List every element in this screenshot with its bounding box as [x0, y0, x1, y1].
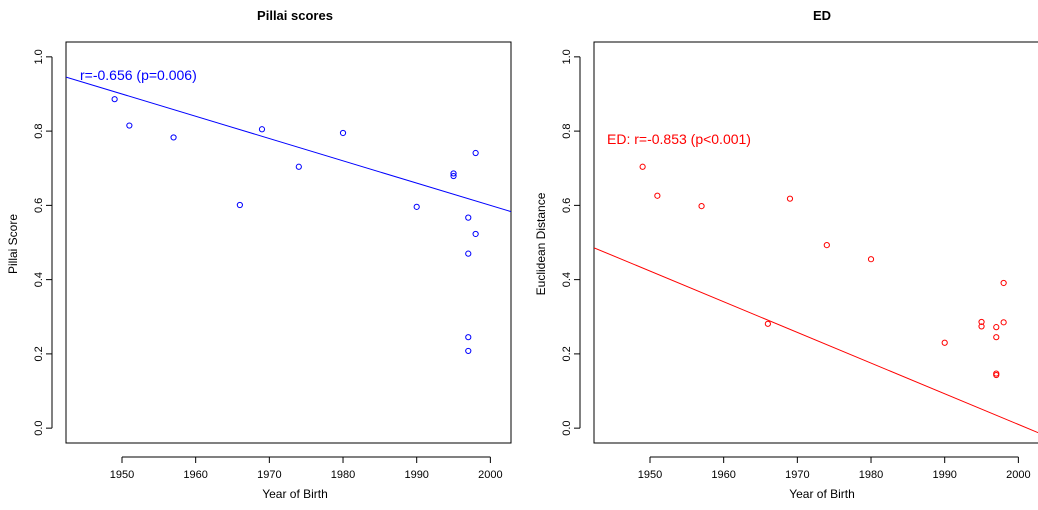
x-tick-label: 1980: [859, 469, 883, 481]
data-point: [413, 203, 420, 210]
y-axis-label: Euclidean Distance: [534, 192, 548, 295]
data-point: [465, 250, 472, 257]
x-axis-label: Year of Birth: [789, 487, 855, 501]
y-tick-label: 0.8: [561, 123, 573, 138]
x-tick-label: 1990: [932, 469, 956, 481]
data-point: [465, 347, 472, 355]
data-point: [450, 172, 457, 180]
data-point: [867, 256, 875, 263]
data-point: [1000, 279, 1007, 287]
data-point: [786, 195, 794, 202]
data-point: [465, 214, 472, 221]
pillai-panel: Pillai scores Year of Birth Pillai Score…: [6, 8, 512, 501]
y-tick-label: 0.0: [33, 420, 45, 435]
data-point: [823, 241, 830, 249]
data-point: [465, 334, 472, 341]
data-point: [472, 230, 479, 238]
data-point: [698, 203, 705, 210]
x-tick-label: 1970: [785, 469, 809, 481]
x-tick-label: 1980: [331, 469, 355, 481]
data-point: [472, 149, 479, 157]
data-point: [654, 192, 661, 199]
y-tick-label: 1.0: [33, 49, 45, 64]
y-tick-label: 1.0: [561, 49, 573, 64]
y-tick-label: 0.8: [33, 123, 45, 138]
data-point: [111, 96, 118, 103]
y-tick-label: 0.2: [561, 346, 573, 361]
y-tick-label: 0.4: [561, 272, 573, 287]
x-tick-label: 1950: [638, 469, 662, 481]
x-tick-label: 2000: [478, 469, 502, 481]
data-point: [450, 170, 457, 177]
data-point: [941, 339, 948, 346]
y-tick-label: 0.4: [33, 272, 45, 287]
plot-frame: [65, 41, 512, 444]
y-axis-label: Pillai Score: [6, 214, 20, 274]
x-axis-label: Year of Birth: [262, 487, 328, 501]
x-tick-label: 1950: [110, 469, 134, 481]
data-point: [978, 318, 985, 326]
data-point: [1000, 319, 1007, 326]
data-point: [339, 129, 347, 137]
y-tick-label: 0.6: [33, 198, 45, 213]
data-point: [639, 163, 646, 170]
data-point: [978, 323, 985, 330]
data-point: [993, 334, 1000, 341]
x-tick-label: 2000: [1006, 469, 1030, 481]
data-point: [126, 122, 133, 129]
data-point: [236, 201, 243, 209]
plot-frame: [593, 41, 1038, 444]
x-tick-label: 1960: [183, 469, 207, 481]
regression-line: [594, 247, 1038, 434]
data-point: [258, 126, 266, 133]
y-tick-label: 0.0: [561, 420, 573, 435]
data-point: [295, 163, 302, 170]
data-point: [170, 134, 177, 141]
x-tick-label: 1990: [404, 469, 428, 481]
y-tick-label: 0.2: [33, 346, 45, 361]
x-tick-label: 1970: [257, 469, 281, 481]
data-point: [764, 320, 771, 327]
correlation-annotation: ED: r=-0.853 (p<0.001): [607, 131, 751, 147]
x-tick-label: 1960: [711, 469, 735, 481]
chart-title: Pillai scores: [257, 8, 333, 23]
correlation-annotation: r=-0.656 (p=0.006): [80, 67, 197, 83]
chart-title: ED: [813, 8, 831, 23]
data-point: [993, 371, 1000, 379]
regression-line: [66, 76, 511, 213]
ed-panel: ED Year of Birth Euclidean Distance ED: …: [534, 8, 1038, 501]
data-point: [993, 324, 1000, 331]
y-tick-label: 0.6: [561, 198, 573, 213]
